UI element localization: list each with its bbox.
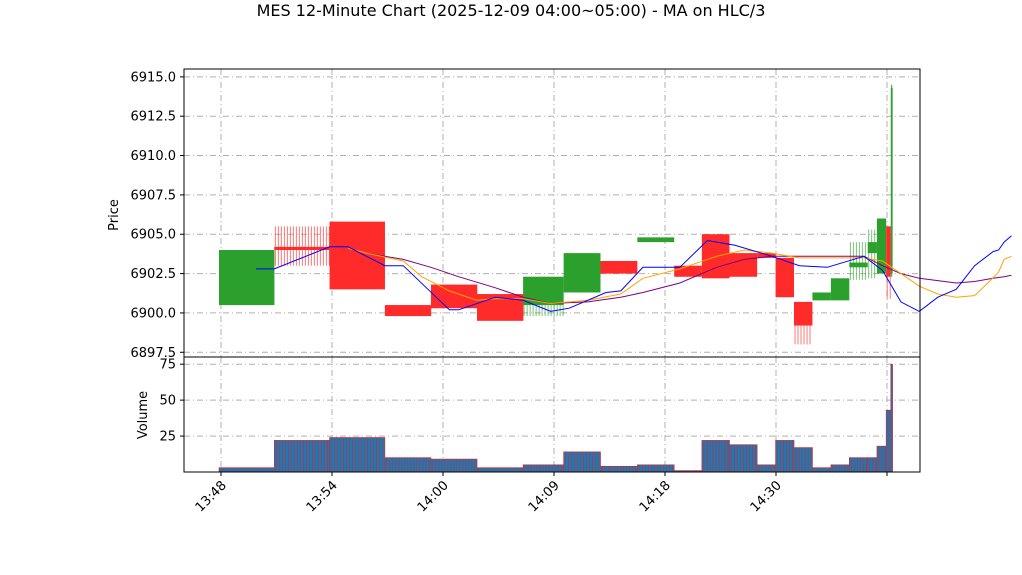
- x-tick-label: 13:48: [193, 478, 230, 515]
- x-tick-label: 14:18: [637, 478, 674, 515]
- ma-slow-line: [366, 252, 1012, 305]
- volume-panel: 25 50 75: [159, 356, 921, 473]
- x-axis: 13:48 13:54 14:00 14:09 14:18 14:30: [193, 472, 888, 515]
- volume-bar: [329, 437, 386, 473]
- candle-body: [849, 262, 868, 268]
- candle-body: [812, 292, 831, 301]
- volume-bar: [793, 447, 813, 473]
- price-tick-label: 6897.5: [131, 346, 177, 361]
- candle-body: [729, 253, 758, 277]
- price-axis-title: Price: [107, 199, 122, 231]
- volume-bar: [849, 457, 869, 473]
- candle-body: [794, 301, 813, 326]
- volume-bar: [273, 440, 330, 473]
- volume-frame: [183, 356, 921, 473]
- volume-bar: [812, 467, 832, 473]
- candle-body: [384, 305, 431, 317]
- volume-bar: [830, 464, 850, 473]
- volume-bar: [600, 465, 638, 473]
- volume-bar: [775, 440, 795, 473]
- x-tick-label: 14:00: [415, 478, 452, 515]
- price-tick-label: 6900.0: [131, 306, 177, 321]
- x-tick-label: 14:30: [748, 478, 785, 515]
- candle-body: [219, 249, 275, 306]
- volume-bar: [890, 363, 893, 473]
- volume-tick-label: 75: [159, 358, 176, 373]
- candle-body: [876, 218, 887, 274]
- candle-body: [886, 226, 891, 277]
- price-tick-label: 6915.0: [131, 70, 177, 85]
- candle-body: [674, 265, 702, 277]
- candle-body: [523, 276, 564, 306]
- price-tick-label: 6910.0: [131, 149, 177, 164]
- volume-tick-label: 25: [159, 430, 176, 445]
- volume-bar: [563, 451, 601, 473]
- ma-mid-line: [347, 247, 1012, 305]
- candle-body: [563, 253, 601, 293]
- volume-axis-title: Volume: [136, 391, 151, 439]
- volume-tick-label: 50: [159, 394, 176, 409]
- price-tick-label: 6902.5: [131, 267, 177, 282]
- candle-body: [890, 87, 893, 274]
- volume-bar: [637, 464, 675, 473]
- candle-body: [274, 246, 330, 250]
- candle-body: [430, 284, 478, 309]
- price-panel: 6897.5 6900.0 6902.5 6905.0 6907.5 6910.0 6912…: [131, 68, 1012, 361]
- price-tick-label: 6912.5: [131, 110, 177, 125]
- candle-body: [867, 242, 877, 254]
- price-tick-label: 6907.5: [131, 188, 177, 203]
- chart-title: MES 12-Minute Chart (2025-12-09 04:00~05…: [256, 1, 766, 20]
- candle-body: [757, 253, 776, 258]
- candle-body: [830, 278, 850, 301]
- ma-fast-line: [255, 235, 1012, 312]
- candle-body: [637, 237, 675, 243]
- volume-bar: [756, 464, 776, 473]
- x-tick-label: 13:54: [304, 478, 341, 515]
- price-tick-label: 6905.0: [131, 228, 177, 243]
- candle-body: [600, 261, 638, 274]
- candle-body: [775, 257, 795, 298]
- x-tick-label: 14:09: [526, 478, 563, 515]
